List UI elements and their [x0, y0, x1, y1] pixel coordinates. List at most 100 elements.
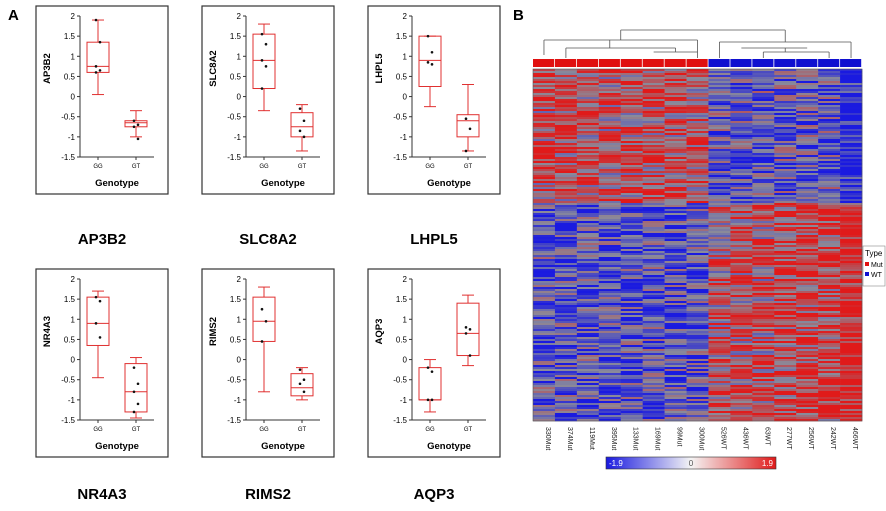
heatmap-cell [818, 97, 841, 100]
heatmap-cell [576, 193, 600, 196]
heatmap-cell [730, 83, 753, 86]
heatmap-cell [840, 303, 863, 306]
heatmap-cell [840, 411, 863, 414]
heatmap-cell [774, 321, 797, 324]
heatmap-cell [686, 155, 709, 158]
heatmap-cell [533, 305, 556, 308]
heatmap-cell [664, 349, 687, 352]
heatmap-cell [730, 265, 753, 268]
heatmap-cell [752, 401, 775, 404]
heatmap-cell [752, 145, 775, 148]
heatmap-cell [576, 319, 600, 322]
heatmap-cell [598, 89, 622, 92]
heatmap-cell [686, 249, 709, 252]
heatmap-cell [730, 325, 753, 328]
heatmap-cell [708, 291, 731, 294]
heatmap-cell [576, 81, 600, 84]
heatmap-cell [642, 257, 665, 260]
heatmap-cell [686, 403, 709, 406]
heatmap-cell [708, 257, 731, 260]
heatmap-cell [818, 335, 841, 338]
heatmap-cell [774, 253, 797, 256]
heatmap-cell [686, 343, 709, 346]
heatmap-cell [620, 283, 643, 286]
heatmap-cell [642, 87, 665, 90]
heatmap-cell [796, 329, 819, 332]
box-iqr [86, 41, 110, 73]
heatmap-cell [708, 117, 731, 120]
heatmap-cell [576, 379, 600, 382]
y-tick-label: -0.5 [393, 376, 407, 385]
heatmap-cell [620, 267, 643, 270]
heatmap-cell [686, 383, 709, 386]
heatmap-cell [554, 249, 578, 252]
heatmap-cell [752, 259, 775, 262]
heatmap-cell [533, 113, 556, 116]
heatmap-cell [730, 253, 753, 256]
heatmap-cell [598, 169, 622, 172]
heatmap-cell [598, 239, 622, 242]
heatmap-cell [554, 255, 578, 258]
heatmap-cell [840, 231, 863, 234]
heatmap-cell [708, 95, 731, 98]
panel-frame [367, 268, 501, 458]
heatmap-cell [708, 281, 731, 284]
heatmap-cell [620, 99, 643, 102]
gene-caption: LHPL5 [410, 231, 458, 248]
heatmap-cell [620, 201, 643, 204]
heatmap-cell [576, 333, 600, 336]
heatmap-cell [642, 253, 665, 256]
heatmap-cell [730, 251, 753, 254]
heatmap-cell [730, 337, 753, 340]
heatmap-cell [840, 143, 863, 146]
heatmap-cell [664, 159, 687, 162]
heatmap-cell [840, 215, 863, 218]
heatmap-cell [598, 279, 622, 282]
heatmap-cell [642, 407, 665, 410]
heatmap-cell [620, 213, 643, 216]
data-point [260, 307, 264, 311]
heatmap-cell [818, 379, 841, 382]
heatmap-cell [554, 337, 578, 340]
heatmap-cell [642, 81, 665, 84]
heatmap-cell [840, 99, 863, 102]
heatmap-cell [533, 109, 556, 112]
heatmap-cell [576, 183, 600, 186]
heatmap-cell [752, 165, 775, 168]
heatmap-cell [774, 399, 797, 402]
heatmap-cell [730, 167, 753, 170]
heatmap-cell [730, 417, 753, 420]
heatmap-cell [774, 69, 797, 72]
heatmap-cell [664, 113, 687, 116]
heatmap-cell [774, 97, 797, 100]
heatmap-cell [818, 217, 841, 220]
heatmap-cell [796, 191, 819, 194]
heatmap-cell [796, 383, 819, 386]
heatmap-cell [576, 211, 600, 214]
heatmap-cell [840, 149, 863, 152]
heatmap-cell [533, 73, 556, 76]
heatmap-cell [554, 333, 578, 336]
heatmap-cell [818, 349, 841, 352]
heatmap-cell [818, 211, 841, 214]
heatmap-cell [774, 267, 797, 270]
heatmap-cell [796, 151, 819, 154]
heatmap-cell [642, 199, 665, 202]
heatmap-cell [840, 311, 863, 314]
heatmap-cell [554, 145, 578, 148]
x-axis-title: Genotype [95, 178, 139, 189]
heatmap-cell [774, 245, 797, 248]
heatmap-cell [840, 121, 863, 124]
heatmap-cell [533, 77, 556, 80]
heatmap-cell [686, 119, 709, 122]
heatmap-cell [796, 69, 819, 72]
heatmap-cell [642, 395, 665, 398]
heatmap-cell [818, 293, 841, 296]
heatmap-cell [533, 197, 556, 200]
heatmap-cell [708, 215, 731, 218]
heatmap-cell [818, 181, 841, 184]
heatmap-cell [730, 397, 753, 400]
heatmap-cell [686, 303, 709, 306]
heatmap-cell [840, 111, 863, 114]
heatmap-cell [752, 315, 775, 318]
